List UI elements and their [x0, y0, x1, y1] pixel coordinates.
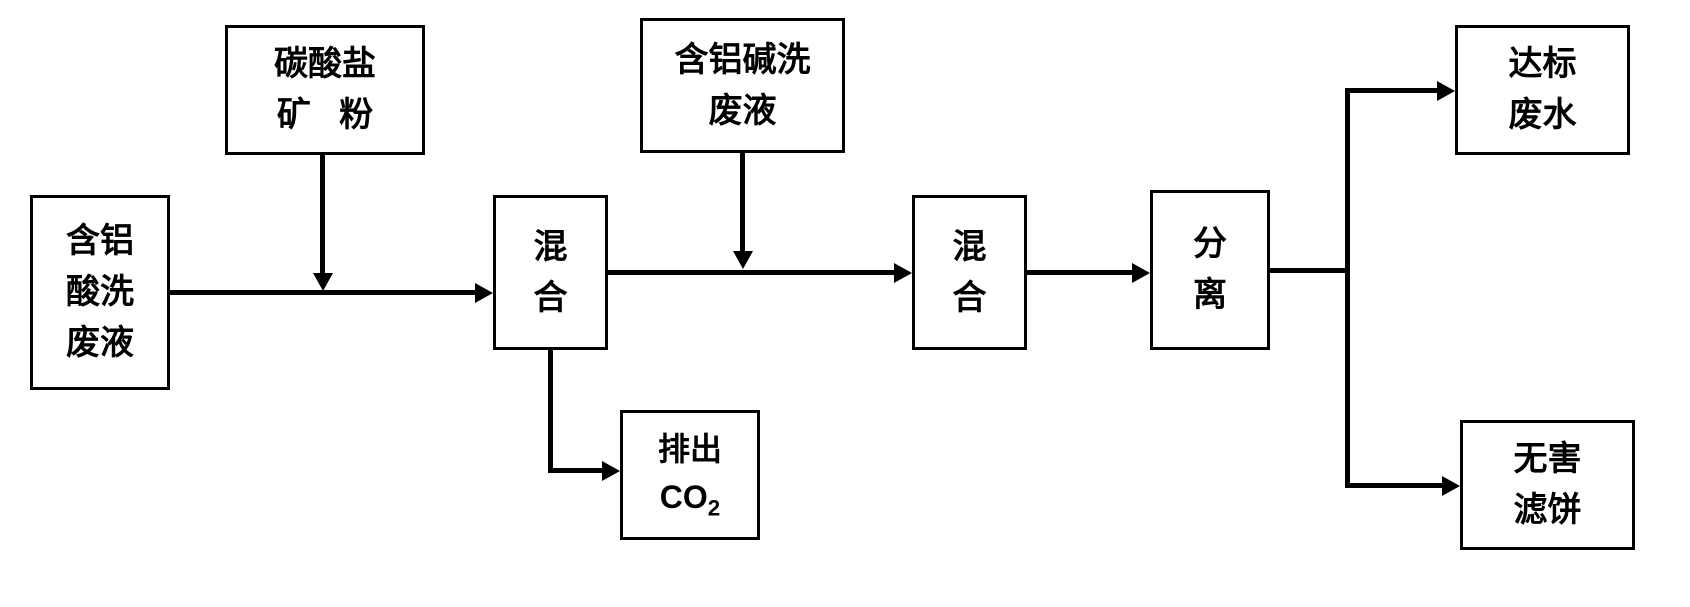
co2-label: 排出 CO2	[658, 425, 722, 525]
arrowhead-mix1-mix2	[894, 263, 912, 283]
acid-waste-label: 含铝酸洗废液	[66, 216, 134, 369]
node-alkali-waste: 含铝碱洗废液	[640, 18, 845, 153]
harmless-cake-label: 无害滤饼	[1514, 434, 1582, 536]
edge-alkali-down	[740, 153, 745, 253]
mix2-label: 混合	[953, 222, 987, 324]
alkali-waste-label: 含铝碱洗废液	[675, 35, 811, 137]
standard-water-label: 达标废水	[1509, 39, 1577, 141]
arrowhead-sep-bot	[1442, 476, 1460, 496]
edge-mix1-mix2	[608, 270, 894, 275]
arrowhead-mix1-co2	[602, 461, 620, 481]
node-mix1: 混合	[493, 195, 608, 350]
edge-carbonate-down	[320, 155, 325, 275]
edge-sep-vertical	[1345, 88, 1350, 488]
arrowhead-mix2-sep	[1132, 263, 1150, 283]
carbonate-label: 碳酸盐矿 粉	[274, 39, 376, 141]
node-mix2: 混合	[912, 195, 1027, 350]
edge-mix1-co2-v	[548, 350, 553, 473]
arrowhead-sep-top	[1437, 81, 1455, 101]
node-acid-waste: 含铝酸洗废液	[30, 195, 170, 390]
arrowhead-acid-mix1	[475, 283, 493, 303]
arrowhead-carbonate	[313, 273, 333, 291]
edge-mix1-co2-h	[548, 468, 602, 473]
node-separate: 分离	[1150, 190, 1270, 350]
arrowhead-alkali	[733, 251, 753, 269]
edge-sep-top-h	[1345, 88, 1437, 93]
edge-sep-stem	[1270, 268, 1350, 273]
node-harmless-cake: 无害滤饼	[1460, 420, 1635, 550]
edge-sep-bot-h	[1345, 483, 1442, 488]
edge-mix2-sep	[1027, 270, 1132, 275]
separate-label: 分离	[1193, 219, 1227, 321]
node-co2-out: 排出 CO2	[620, 410, 760, 540]
node-standard-water: 达标废水	[1455, 25, 1630, 155]
mix1-label: 混合	[534, 222, 568, 324]
node-carbonate: 碳酸盐矿 粉	[225, 25, 425, 155]
